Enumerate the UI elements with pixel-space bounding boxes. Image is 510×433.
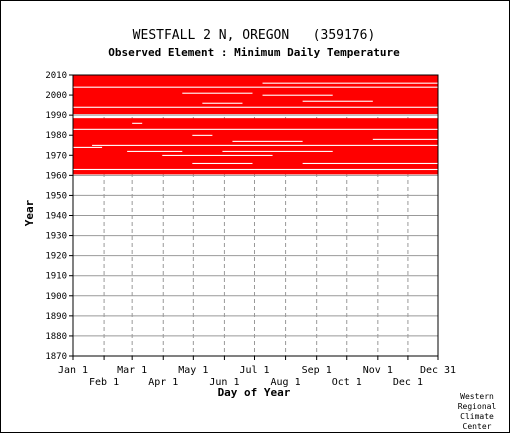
missing-data-gap [162, 154, 273, 156]
credit-line-1: Western [460, 392, 494, 401]
x-axis-label: Day of Year [218, 386, 291, 399]
y-axis-ticks: 2010 2000 1990 1980 1970 1960 1950 1940 1930 1920… [45, 71, 73, 362]
credit-line-3: Climate [460, 412, 494, 421]
x-tick-label: Nov 1 [363, 365, 393, 376]
y-tick-label: 1870 [45, 352, 67, 362]
y-tick-label: 1940 [45, 212, 67, 222]
x-tick-label: Mar 1 [117, 365, 147, 376]
missing-data-gap [372, 138, 438, 140]
missing-data-gap [262, 94, 333, 96]
missing-data-gap [302, 162, 438, 165]
x-tick-label: Dec 1 [393, 377, 423, 388]
x-tick-label: Dec 31 [420, 365, 456, 376]
chart-title: WESTFALL 2 N, OREGON (359176) [133, 28, 376, 43]
y-axis-label: Year [23, 199, 36, 226]
x-axis-ticks: Jan 1 Mar 1 May 1 Jul 1 Sep 1 Nov 1 Dec 31 Feb … [58, 356, 456, 388]
y-tick-label: 1920 [45, 252, 67, 262]
x-tick-label: Aug 1 [271, 377, 301, 388]
missing-data-gap [92, 144, 439, 146]
x-tick-label: Sep 1 [302, 365, 332, 376]
x-tick-label: Jul 1 [239, 365, 269, 376]
missing-data-gap [182, 92, 253, 94]
x-tick-label: Feb 1 [89, 377, 119, 388]
x-tick-label: Apr 1 [148, 377, 178, 388]
x-tick-label: Jun 1 [209, 377, 239, 388]
chart-subtitle: Observed Element : Minimum Daily Tempera… [108, 46, 400, 59]
y-tick-label: 1950 [45, 191, 67, 201]
missing-data-gap [232, 140, 303, 142]
missing-data-gap [127, 150, 183, 152]
missing-data-gap [222, 150, 333, 152]
y-tick-label: 1890 [45, 312, 67, 322]
x-tick-label: Oct 1 [332, 377, 362, 388]
missing-data-gap [302, 100, 373, 102]
y-tick-label: 1900 [45, 292, 67, 302]
y-tick-label: 1990 [45, 111, 67, 121]
x-tick-label: Jan 1 [58, 365, 88, 376]
missing-data-gap [202, 102, 243, 104]
y-tick-label: 1970 [45, 151, 67, 161]
missing-data-gap [132, 122, 143, 124]
y-tick-label: 1880 [45, 332, 67, 342]
missing-data-gap [73, 168, 438, 171]
y-tick-label: 1910 [45, 272, 67, 282]
y-tick-label: 1930 [45, 232, 67, 242]
observed-band [73, 75, 438, 115]
missing-data-gap [73, 86, 438, 88]
missing-data-gap [192, 162, 253, 165]
y-tick-label: 2010 [45, 71, 67, 81]
missing-data-gap [262, 82, 438, 84]
y-tick-label: 1980 [45, 131, 67, 141]
credit-line-4: Center [463, 422, 492, 431]
missing-data-gap [73, 146, 103, 148]
observed-band [73, 118, 438, 175]
plot-area [72, 74, 439, 357]
missing-data-gap [73, 106, 438, 108]
y-tick-label: 2000 [45, 91, 67, 101]
credit-block: Western Regional Climate Center [458, 392, 497, 431]
credit-line-2: Regional [458, 402, 497, 411]
missing-data-gap [73, 128, 438, 130]
missing-data-gap [192, 134, 213, 136]
y-tick-label: 1960 [45, 171, 67, 181]
x-tick-label: May 1 [178, 365, 208, 376]
